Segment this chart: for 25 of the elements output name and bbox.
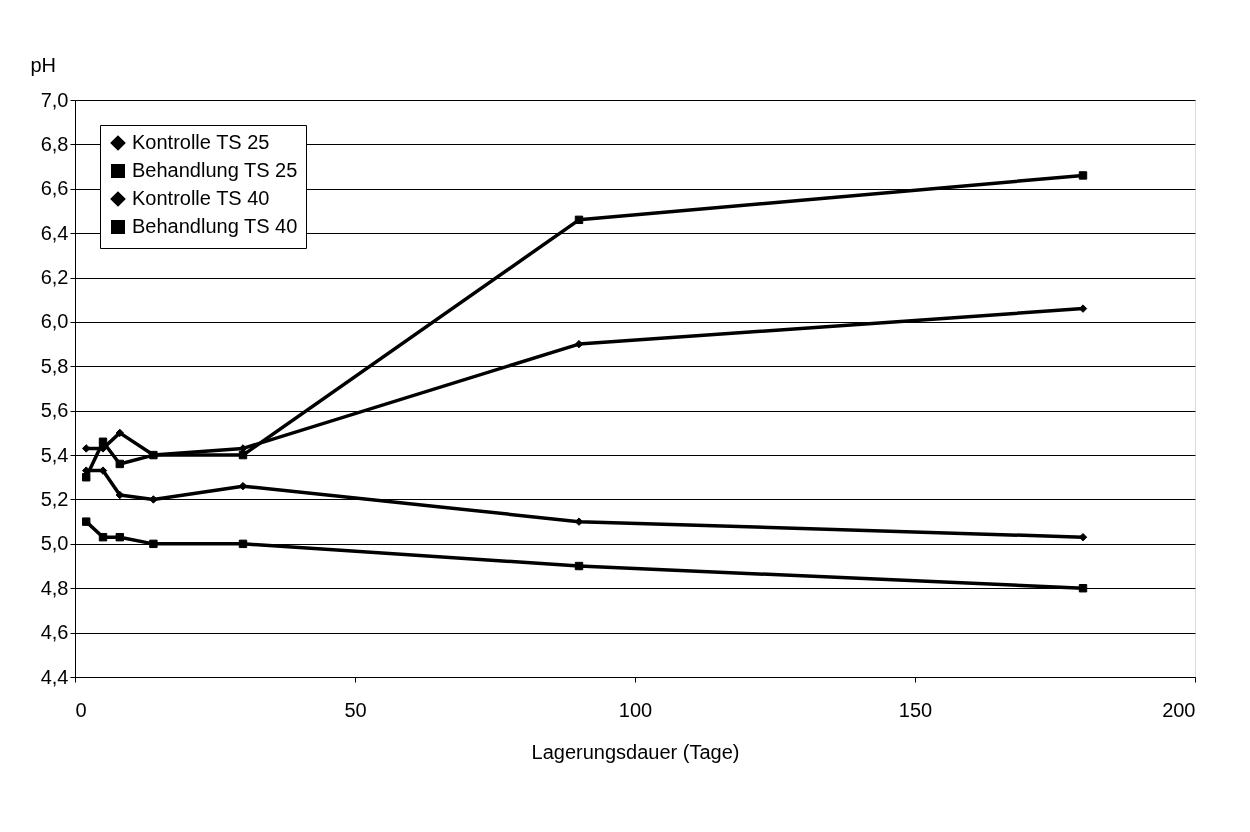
y-tick-label: 5,4 bbox=[40, 443, 69, 466]
legend-label: Behandlung TS 25 bbox=[132, 159, 298, 181]
y-tick-label: 4,4 bbox=[40, 665, 69, 688]
y-tick-label: 5,6 bbox=[40, 399, 69, 422]
y-tick-label: 4,8 bbox=[40, 576, 69, 599]
y-tick-label: 5,8 bbox=[40, 354, 69, 377]
x-axis-title: Lagerungsdauer (Tage) bbox=[531, 740, 740, 763]
y-tick-label: 6,0 bbox=[40, 310, 69, 333]
y-axis-title: pH bbox=[30, 53, 57, 76]
x-tick-label: 150 bbox=[898, 698, 933, 721]
y-tick-label: 6,6 bbox=[40, 177, 69, 200]
y-tick-label: 4,6 bbox=[40, 621, 69, 644]
y-tick-label: 6,8 bbox=[40, 132, 69, 155]
legend-label: Behandlung TS 40 bbox=[132, 215, 298, 237]
x-tick-label: 0 bbox=[75, 698, 87, 721]
y-tick-label: 5,2 bbox=[40, 487, 69, 510]
y-tick-label: 7,0 bbox=[40, 88, 69, 111]
y-tick-label: 5,0 bbox=[40, 532, 69, 555]
legend-label: Kontrolle TS 40 bbox=[132, 187, 270, 209]
y-tick-label: 6,4 bbox=[40, 221, 69, 244]
legend-label: Kontrolle TS 25 bbox=[132, 131, 270, 153]
y-tick-label: 6,2 bbox=[40, 266, 69, 289]
x-tick-label: 50 bbox=[344, 698, 367, 721]
x-tick-label: 100 bbox=[618, 698, 653, 721]
x-tick-label: 200 bbox=[1162, 698, 1196, 721]
